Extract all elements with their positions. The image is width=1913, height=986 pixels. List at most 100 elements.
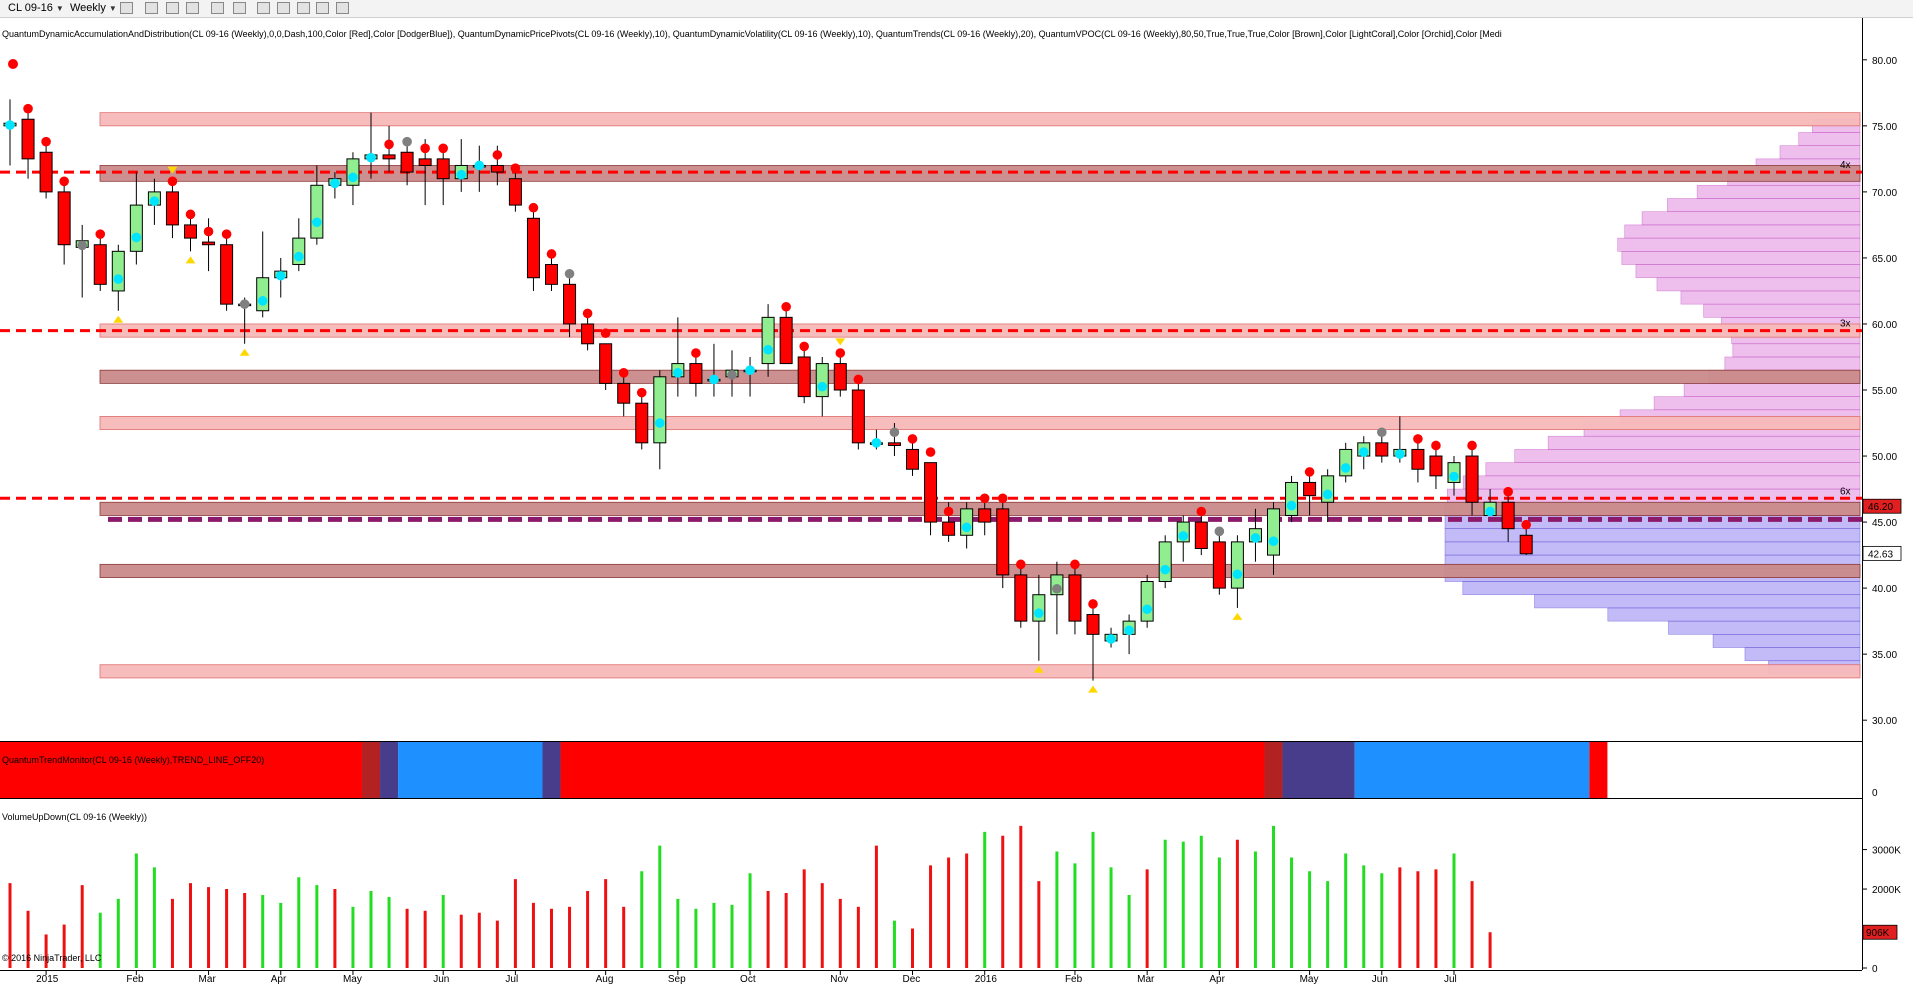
volume-profile-row	[1667, 198, 1861, 212]
time-tick-label: 2016	[975, 974, 998, 985]
candle-down	[1501, 501, 1515, 530]
volume-profile-row	[1703, 303, 1861, 318]
trend-segment	[560, 742, 1265, 798]
volatility-dot	[907, 434, 918, 444]
candle-down	[996, 508, 1010, 576]
volume-profile-row	[1680, 290, 1861, 305]
volatility-dot	[655, 418, 665, 428]
candle-down	[1194, 521, 1208, 549]
volume-profile-row	[1534, 594, 1861, 609]
pivot-marker	[167, 166, 178, 174]
candle-up	[1230, 541, 1244, 589]
volatility-dot	[312, 217, 322, 228]
cursor-icon[interactable]	[166, 2, 179, 14]
trend-monitor-label: QuantumTrendMonitor(CL 09-16 (Weekly),TR…	[2, 755, 264, 765]
volatility-dot	[727, 370, 737, 380]
volume-profile-row	[1444, 528, 1861, 543]
grid-icon[interactable]	[277, 2, 290, 14]
price-tick-label: 45.00	[1872, 518, 1897, 529]
tool-icon[interactable]	[186, 2, 199, 14]
candle-up	[1267, 508, 1280, 556]
volatility-dot	[979, 493, 990, 504]
volatility-dot	[1413, 434, 1423, 444]
pivot-marker	[835, 338, 846, 346]
pointer-icon[interactable]	[211, 2, 224, 14]
volume-label: VolumeUpDown(CL 09-16 (Weekly))	[2, 812, 147, 822]
volume-tick-label: 0	[1872, 964, 1878, 975]
time-tick-label: Mar	[1137, 974, 1155, 985]
price-chart[interactable]: 4x 3x 6x 0 0 2000K 3000K 906K 30.00 35.00 40.00…	[0, 18, 1913, 986]
chart-properties-icon[interactable]	[297, 2, 310, 14]
volatility-dot	[330, 178, 340, 189]
time-tick-label: Sep	[668, 974, 686, 985]
trend-zero-label: 0	[1872, 788, 1878, 799]
volatility-dot	[691, 348, 701, 358]
volatility-dot	[474, 160, 485, 171]
volatility-dot	[492, 150, 503, 160]
time-tick-label: Apr	[271, 974, 287, 985]
price-tick-label: 80.00	[1872, 56, 1897, 67]
volatility-dot	[167, 176, 178, 187]
volume-profile-row	[1462, 475, 1861, 490]
volatility-dot	[528, 202, 539, 213]
candle-down	[436, 158, 450, 180]
trend-segment	[1354, 742, 1590, 798]
volatility-dot	[1503, 486, 1513, 497]
pencil-icon[interactable]	[145, 2, 158, 14]
volume-profile-row	[1547, 435, 1861, 450]
volatility-dot	[131, 232, 142, 243]
volume-profile-row	[1712, 634, 1861, 648]
time-tick-label: Jul	[1444, 974, 1457, 985]
price-marker-label: 42.63	[1868, 549, 1893, 560]
indicator-legend: QuantumDynamicAccumulationAndDistributio…	[2, 29, 1502, 39]
trend-segment	[1264, 742, 1283, 798]
volume-profile-row	[1624, 224, 1861, 239]
trend-segment	[0, 742, 362, 798]
volume-profile-row	[1656, 277, 1861, 292]
price-tick-label: 60.00	[1872, 320, 1897, 331]
volatility-dot	[1431, 440, 1441, 451]
price-tick-label: 75.00	[1872, 122, 1897, 133]
timeframe-label: Weekly	[70, 2, 106, 14]
candle-down	[39, 151, 53, 193]
level-label: 6x	[1840, 486, 1851, 497]
volume-profile-row	[1462, 581, 1861, 596]
volatility-dot	[5, 120, 15, 130]
candle-down	[1303, 481, 1317, 497]
volatility-dot	[925, 447, 936, 457]
candle-up	[815, 363, 829, 398]
candle-down	[1375, 442, 1389, 457]
volatility-dot	[1178, 531, 1189, 541]
volume-profile-row	[1798, 132, 1861, 146]
candle-down	[93, 244, 107, 285]
volatility-dot	[943, 506, 954, 517]
price-zones	[99, 112, 1861, 679]
volume-profile-row	[1641, 211, 1861, 226]
timeframe-selector[interactable]: Weekly ▼	[70, 1, 117, 15]
data-box-icon[interactable]	[257, 2, 270, 14]
volatility-dot	[709, 374, 719, 385]
volume-profile-row	[1444, 541, 1861, 556]
candle-down	[400, 151, 414, 173]
volatility-dot	[438, 143, 449, 154]
price-tick-label: 40.00	[1872, 584, 1897, 595]
bar-chart-icon[interactable]	[120, 2, 133, 14]
properties-icon[interactable]	[336, 2, 349, 14]
zoom-icon[interactable]	[233, 2, 246, 14]
price-tick-label: 35.00	[1872, 650, 1897, 661]
instrument-selector[interactable]: CL 09-16 ▼	[8, 1, 64, 15]
dollar-icon[interactable]	[316, 2, 329, 14]
time-tick-label: Jun	[1372, 974, 1388, 985]
volume-tick-label: 2000K	[1872, 885, 1901, 896]
volatility-dot	[997, 493, 1008, 504]
volatility-dot	[636, 387, 647, 398]
candle-down	[1068, 574, 1082, 622]
volatility-dot	[1106, 634, 1116, 644]
volatility-dot	[961, 522, 972, 533]
time-tick-label: Jun	[433, 974, 449, 985]
candle-down	[689, 363, 703, 384]
candle-down	[21, 118, 35, 160]
volatility-dot	[853, 374, 864, 385]
time-tick-label: Aug	[596, 974, 614, 985]
candle-down	[887, 442, 901, 446]
